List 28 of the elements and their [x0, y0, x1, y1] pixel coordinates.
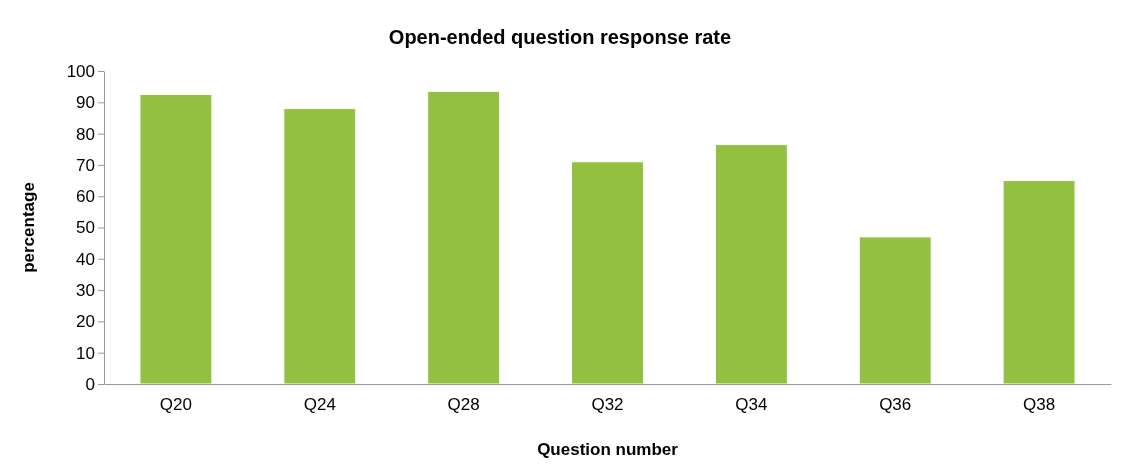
y-axis-title: percentage [19, 182, 38, 273]
x-tick-label: Q34 [735, 395, 768, 415]
bar [571, 161, 644, 385]
y-tick-label: 10 [76, 343, 95, 363]
bar [1002, 180, 1076, 385]
y-tick-label: 20 [76, 312, 95, 332]
x-tick-label: Q24 [303, 395, 336, 415]
y-tick-label: 100 [66, 61, 95, 81]
bar [714, 144, 788, 385]
y-tick-label: 90 [76, 93, 95, 113]
chart-title: Open-ended question response rate [388, 26, 732, 48]
y-tick-label: 60 [76, 187, 95, 207]
y-tick-label: 30 [76, 281, 95, 301]
y-tick-label: 40 [76, 249, 95, 269]
x-tick-label: Q38 [1023, 395, 1056, 415]
x-tick-label: Q20 [159, 395, 192, 415]
x-tick-label: Q36 [879, 395, 912, 415]
y-tick-label: 0 [85, 374, 95, 394]
bar [858, 236, 932, 385]
x-tick-label: Q32 [591, 395, 624, 415]
x-tick-label: Q28 [447, 395, 480, 415]
bar [283, 108, 357, 385]
bar [139, 93, 213, 385]
y-tick-label: 50 [76, 218, 95, 238]
x-axis-title: Question number [537, 440, 679, 459]
bar [427, 90, 501, 385]
y-tick-label: 80 [76, 124, 95, 144]
y-tick-label: 70 [76, 155, 95, 175]
